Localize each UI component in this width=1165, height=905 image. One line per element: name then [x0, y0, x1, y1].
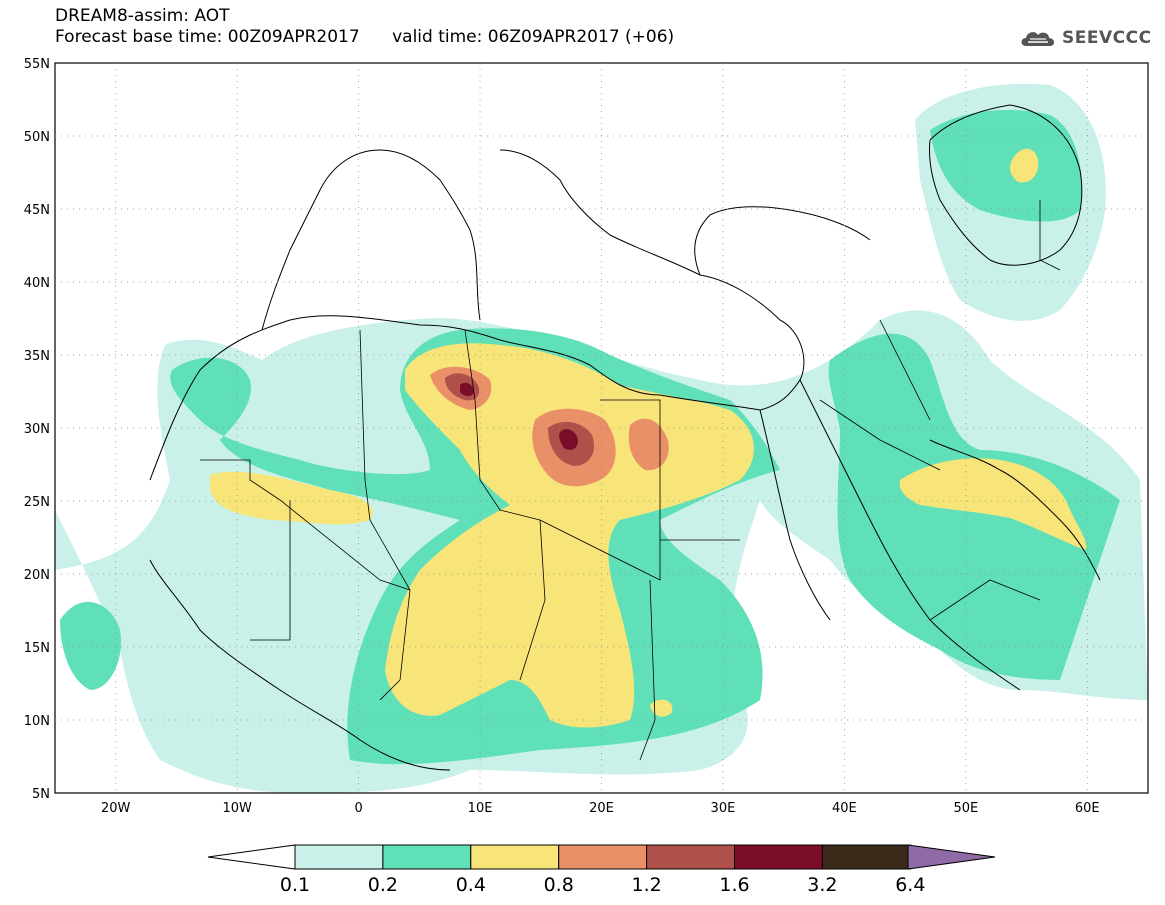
lat-tick-label: 30N	[24, 422, 50, 437]
colorbar-box	[646, 844, 735, 870]
lat-tick-label: 55N	[24, 57, 50, 72]
title-block: DREAM8-assim: AOT Forecast base time: 00…	[55, 6, 674, 48]
valid-time: valid time: 06Z09APR2017 (+06)	[392, 27, 675, 47]
lon-tick-label: 10W	[222, 801, 252, 816]
lon-tick-label: 30E	[711, 801, 736, 816]
lat-tick-label: 50N	[24, 130, 50, 145]
product-title: DREAM8-assim: AOT	[55, 6, 230, 26]
colorbar-label: 6.4	[895, 874, 925, 896]
time-info: Forecast base time: 00Z09APR2017 valid t…	[55, 27, 674, 48]
colorbar-box	[734, 844, 823, 870]
lon-tick-label: 20W	[101, 801, 131, 816]
lat-tick-label: 40N	[24, 276, 50, 291]
colorbar-label: 0.2	[368, 874, 398, 896]
base-time: Forecast base time: 00Z09APR2017	[55, 27, 360, 47]
lon-tick-label: 50E	[953, 801, 978, 816]
colorbar-label: 1.2	[631, 874, 661, 896]
lon-tick-label: 40E	[832, 801, 857, 816]
colorbar-label: 0.8	[544, 874, 574, 896]
colorbar-label: 3.2	[807, 874, 837, 896]
colorbar-box	[821, 844, 911, 870]
seevccc-logo: SEEVCCC	[1018, 26, 1152, 50]
lat-tick-label: 20N	[24, 568, 50, 583]
colorbar-label: 0.1	[280, 874, 310, 896]
colorbar-label: 1.6	[719, 874, 749, 896]
graticule	[55, 63, 1148, 793]
lon-tick-label: 0	[354, 801, 362, 816]
cloud-icon	[1021, 32, 1055, 46]
lat-tick-label: 5N	[32, 787, 50, 802]
logo-text: SEEVCCC	[1062, 28, 1152, 48]
colorbar-box	[470, 844, 560, 870]
aot-contour-1.6	[460, 382, 578, 450]
coastlines	[149, 104, 1101, 771]
colorbar-box	[294, 844, 384, 870]
lat-tick-label: 10N	[24, 714, 50, 729]
colorbar-under-arrow	[207, 844, 296, 870]
lon-tick-label: 60E	[1075, 801, 1100, 816]
lon-tick-label: 20E	[589, 801, 614, 816]
lat-tick-label: 25N	[24, 495, 50, 510]
colorbar-label: 0.4	[456, 874, 486, 896]
colorbar-box	[382, 844, 472, 870]
colorbar-over-arrow	[907, 844, 996, 870]
lat-tick-label: 15N	[24, 641, 50, 656]
lat-tick-label: 45N	[24, 203, 50, 218]
lat-tick-label: 35N	[24, 349, 50, 364]
aot-field	[55, 83, 1148, 793]
colorbar: 0.1 0.2 0.4 0.8 1.2 1.6 3.2 6.4	[207, 844, 996, 896]
lon-tick-label: 10E	[468, 801, 493, 816]
axis-ticks: 5N 10N 15N 20N 25N 30N 35N 40N 45N 50N 55N 20W 10W 0 1…	[24, 57, 1100, 816]
colorbar-box	[558, 844, 648, 870]
